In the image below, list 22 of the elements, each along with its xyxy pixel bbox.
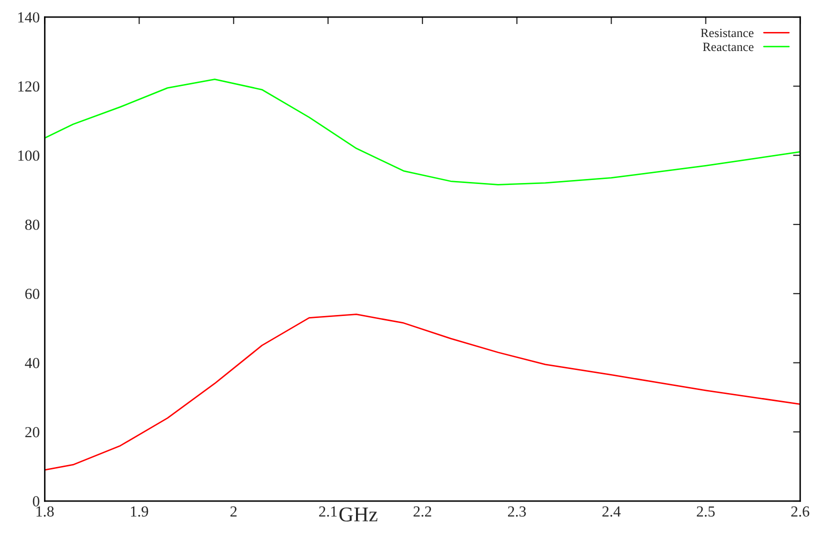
x-tick-label: 2.4	[602, 506, 621, 517]
x-tick-label: 2.6	[791, 506, 810, 517]
x-tick-label: 2.3	[508, 506, 526, 517]
y-tick-label: 80	[25, 220, 40, 230]
y-tick-label: 0	[32, 496, 40, 506]
x-tick-label: 2.2	[414, 506, 432, 517]
y-tick-label: 40	[24, 358, 40, 368]
line-series	[44, 314, 800, 471]
x-tick-label: 1.8	[36, 506, 54, 517]
y-tick-label: 120	[18, 81, 40, 92]
y-tick-label: 60	[25, 288, 40, 300]
line-series	[44, 78, 800, 186]
y-tick-label: 20	[25, 427, 40, 438]
x-tick-label: 2	[230, 506, 237, 516]
x-axis-title: GHz	[339, 507, 378, 522]
legend-label: Resistance	[700, 28, 754, 38]
y-tick-label: 100	[18, 150, 40, 161]
x-tick-label: 2.5	[696, 506, 715, 517]
y-tick-label: 140	[18, 12, 40, 23]
x-tick-label: 2.1	[319, 506, 337, 517]
x-tick-label: 1.9	[130, 506, 148, 517]
legend-label: Reactance	[702, 42, 754, 52]
